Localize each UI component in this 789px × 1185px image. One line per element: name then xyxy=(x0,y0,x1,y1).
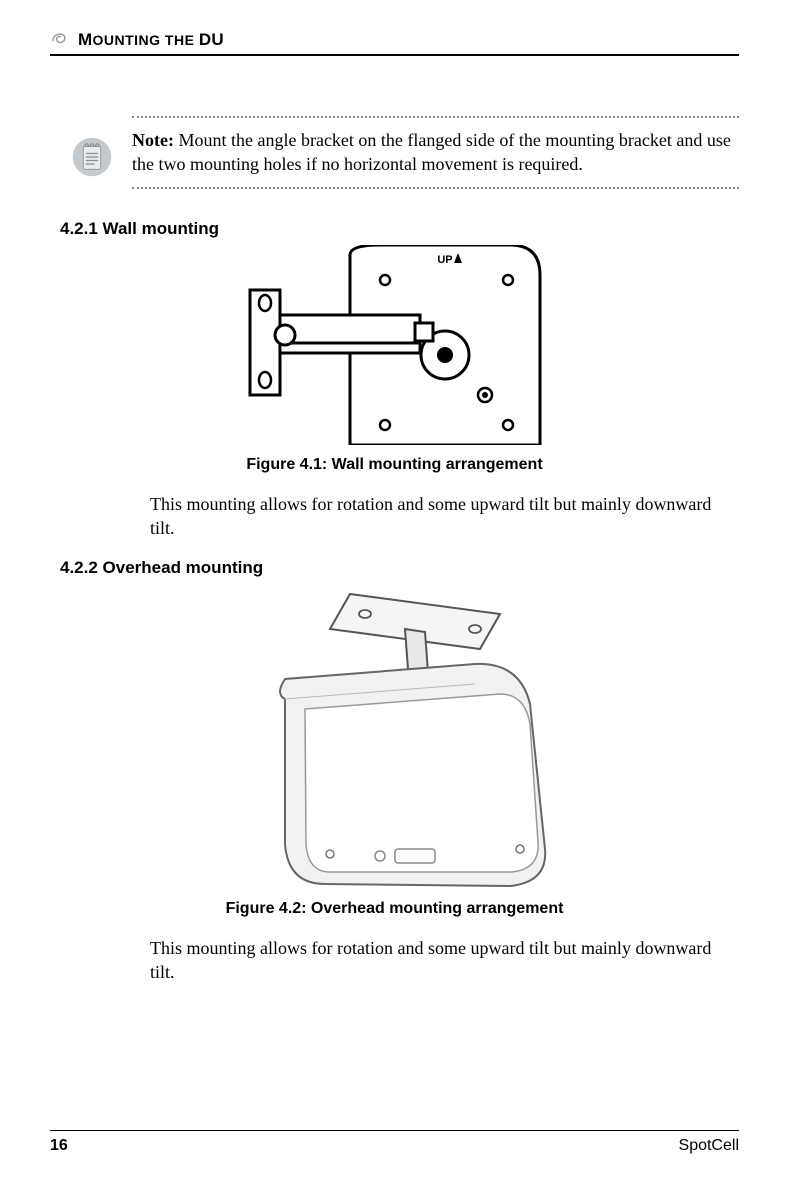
footer-rule xyxy=(50,1130,739,1131)
product-name: SpotCell xyxy=(679,1137,739,1155)
note-body: Mount the angle bracket on the flanged s… xyxy=(132,130,731,174)
figure-wall-image: UP xyxy=(240,245,550,450)
note-label: Note: xyxy=(132,130,174,150)
page-header: MOUNTING THE DU xyxy=(50,30,739,50)
header-title: MOUNTING THE DU xyxy=(78,30,224,50)
header-rule xyxy=(50,54,739,56)
header-title-part2: OUNTING xyxy=(92,32,160,48)
section2-body: This mounting allows for rotation and so… xyxy=(150,936,719,985)
footer-row: 16 SpotCell xyxy=(50,1137,739,1155)
header-title-part4: DU xyxy=(199,30,224,49)
page-number: 16 xyxy=(50,1137,68,1155)
section-heading-wall: 4.2.1 Wall mounting xyxy=(60,219,739,239)
header-title-part1: M xyxy=(78,30,92,49)
note-block: Note: Mount the angle bracket on the fla… xyxy=(70,116,739,189)
figure-overhead-wrap: Figure 4.2: Overhead mounting arrangemen… xyxy=(50,584,739,918)
header-title-part3: THE xyxy=(161,32,199,48)
note-icon-wrap xyxy=(70,116,114,178)
note-rule-top xyxy=(132,116,739,118)
figure-overhead-caption: Figure 4.2: Overhead mounting arrangemen… xyxy=(50,900,739,918)
figure-wall-caption: Figure 4.1: Wall mounting arrangement xyxy=(50,456,739,474)
figure-overhead-image xyxy=(230,584,560,894)
note-content: Note: Mount the angle bracket on the fla… xyxy=(132,116,739,189)
page-footer: 16 SpotCell xyxy=(50,1130,739,1155)
section-heading-overhead: 4.2.2 Overhead mounting xyxy=(60,558,739,578)
swirl-icon xyxy=(50,30,68,48)
note-rule-bottom xyxy=(132,187,739,189)
svg-text:UP: UP xyxy=(437,254,452,266)
figure-wall-wrap: UP Figure 4.1: Wall mounting arrangement xyxy=(50,245,739,474)
section1-body: This mounting allows for rotation and so… xyxy=(150,492,719,541)
notepad-icon xyxy=(71,136,113,178)
note-text: Note: Mount the angle bracket on the fla… xyxy=(132,128,739,177)
